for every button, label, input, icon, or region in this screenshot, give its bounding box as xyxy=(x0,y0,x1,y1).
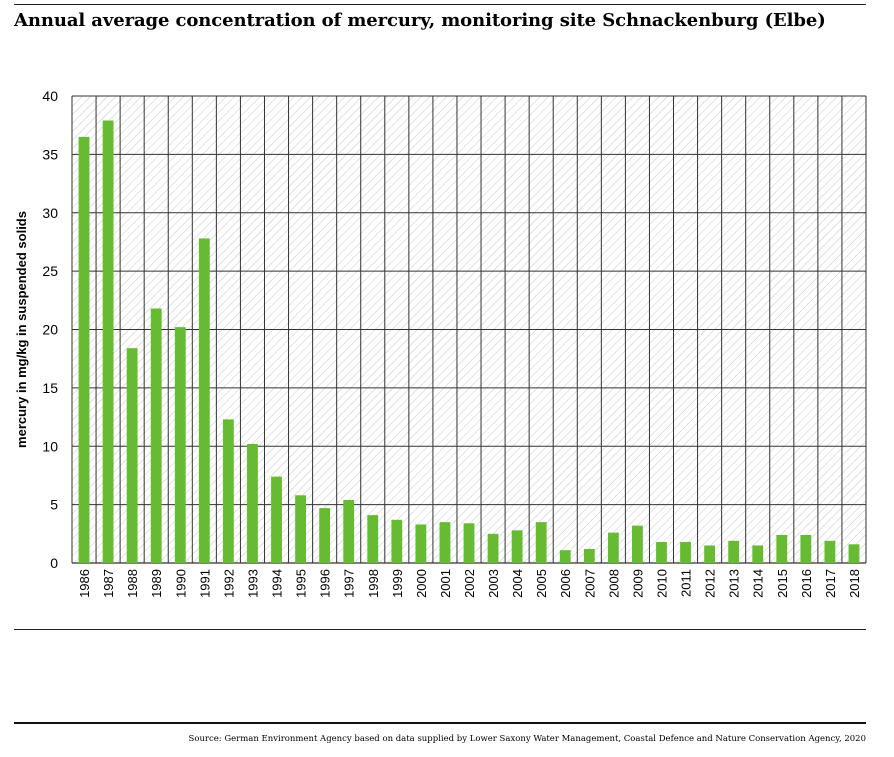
bar-2006 xyxy=(559,550,571,563)
divider xyxy=(14,629,866,630)
x-tick-label: 2002 xyxy=(462,569,477,598)
x-tick-label: 1997 xyxy=(342,569,357,598)
x-tick-label: 2009 xyxy=(630,569,645,598)
bar-2008 xyxy=(607,532,619,563)
x-tick-label: 1993 xyxy=(245,569,260,598)
bar-1989 xyxy=(150,308,162,563)
x-tick-label: 1991 xyxy=(197,569,212,598)
x-tick-label: 2008 xyxy=(606,569,621,598)
x-tick-label: 2007 xyxy=(582,569,597,598)
bar-2016 xyxy=(800,534,812,563)
top-rule xyxy=(14,4,866,5)
bar-1997 xyxy=(343,499,355,563)
y-tick-label: 10 xyxy=(42,438,58,454)
x-tick-label: 2000 xyxy=(414,569,429,598)
bar-chart: 0 5 10 15 20 25 30 35 40 1986 1987 1988 1989 1990 199… xyxy=(14,88,867,598)
bar-1993 xyxy=(247,443,258,563)
y-axis-title: mercury in mg/kg in suspended solids xyxy=(14,211,29,448)
x-tick-label: 2014 xyxy=(751,569,766,598)
y-tick-label: 35 xyxy=(42,146,58,162)
x-tick-label: 1990 xyxy=(173,569,188,598)
bar-1992 xyxy=(222,419,234,563)
bar-2005 xyxy=(535,522,547,563)
x-axis-ticks: 1986 1987 1988 1989 1990 1991 1992 1993 1994 1995… xyxy=(77,569,862,598)
x-tick-label: 1988 xyxy=(125,569,140,598)
x-tick-label: 2010 xyxy=(654,569,669,598)
x-tick-label: 1995 xyxy=(294,569,309,598)
x-tick-label: 1999 xyxy=(390,569,405,598)
x-tick-label: 2003 xyxy=(486,569,501,598)
bar-1998 xyxy=(367,515,379,563)
y-tick-label: 20 xyxy=(42,322,58,338)
source-note: Source: German Environment Agency based … xyxy=(188,734,867,744)
y-axis-ticks: 0 5 10 15 20 25 30 35 40 xyxy=(42,88,58,571)
bar-2018 xyxy=(848,544,860,563)
x-tick-label: 1994 xyxy=(270,569,285,598)
y-tick-label: 15 xyxy=(42,380,58,396)
bar-1995 xyxy=(295,495,306,563)
bar-2010 xyxy=(656,541,667,563)
bars xyxy=(78,120,860,564)
bar-2009 xyxy=(632,525,643,563)
bar-1990 xyxy=(174,327,186,563)
bar-2003 xyxy=(487,533,499,563)
y-tick-label: 25 xyxy=(42,263,58,279)
bar-2013 xyxy=(728,540,740,563)
bar-1999 xyxy=(391,519,403,563)
bar-2015 xyxy=(776,534,788,563)
bar-1991 xyxy=(198,238,210,563)
footer-rule xyxy=(14,722,866,724)
bar-2014 xyxy=(752,545,764,563)
x-tick-label: 2001 xyxy=(438,569,453,598)
y-tick-label: 5 xyxy=(50,497,58,513)
bar-1987 xyxy=(102,120,114,563)
x-tick-label: 1996 xyxy=(318,569,333,598)
bar-2000 xyxy=(415,524,427,563)
bar-2011 xyxy=(680,541,691,563)
x-tick-label: 1992 xyxy=(221,569,236,598)
y-tick-label: 30 xyxy=(42,205,58,221)
bar-2001 xyxy=(439,522,451,563)
x-tick-label: 2006 xyxy=(558,569,573,598)
x-tick-label: 2012 xyxy=(703,569,718,598)
x-tick-label: 2016 xyxy=(799,569,814,598)
x-tick-label: 1998 xyxy=(366,569,381,598)
x-tick-label: 2005 xyxy=(534,569,549,598)
x-tick-label: 2015 xyxy=(775,569,790,598)
bar-1988 xyxy=(126,348,138,563)
bar-2012 xyxy=(704,545,716,563)
bar-2017 xyxy=(824,540,836,563)
bar-1996 xyxy=(319,508,331,563)
x-tick-label: 2018 xyxy=(847,569,862,598)
x-tick-label: 1987 xyxy=(101,569,116,598)
x-tick-label: 2004 xyxy=(510,569,525,598)
y-tick-label: 0 xyxy=(50,555,58,571)
bar-1994 xyxy=(271,476,282,563)
x-tick-label: 2017 xyxy=(823,569,838,598)
bar-2007 xyxy=(583,548,595,563)
chart-title: Annual average concentration of mercury,… xyxy=(14,10,826,31)
bar-1986 xyxy=(78,136,90,564)
bar-2002 xyxy=(463,523,475,563)
y-tick-label: 40 xyxy=(42,88,58,104)
x-tick-label: 2013 xyxy=(727,569,742,598)
bar-2004 xyxy=(511,530,523,563)
x-tick-label: 2011 xyxy=(679,569,694,597)
x-tick-label: 1989 xyxy=(149,569,164,598)
x-tick-label: 1986 xyxy=(77,569,92,598)
